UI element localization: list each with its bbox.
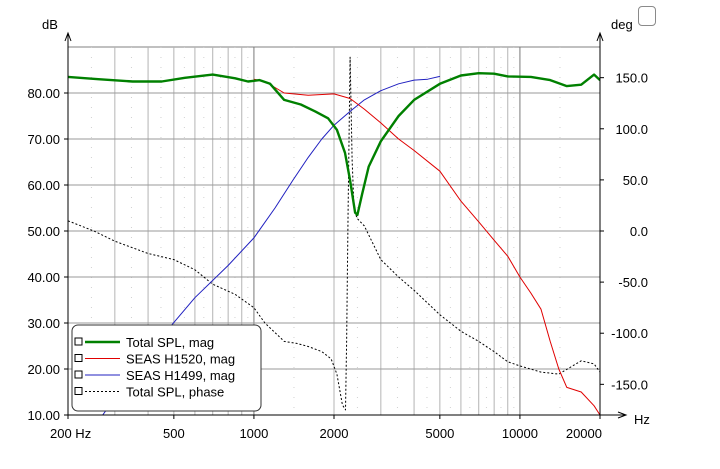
series-line-seas-h1499-mag	[102, 75, 441, 415]
legend-checkbox	[74, 387, 83, 395]
y-left-tick-label: 30.00	[27, 316, 60, 331]
y-left-tick-label: 10.00	[27, 408, 60, 423]
legend-checkbox	[74, 337, 83, 346]
x-axis-unit: Hz	[634, 412, 650, 427]
x-tick-label: 1000	[239, 426, 268, 441]
y-right-tick-label: 50.0	[623, 173, 648, 188]
x-axis-arrow-icon	[617, 411, 628, 419]
y-right-tick-label: -100.0	[611, 326, 648, 341]
x-tick-label: 10000	[502, 426, 538, 441]
x-tick-label: 5000	[425, 426, 454, 441]
y-left-tick-label: 20.00	[27, 362, 60, 377]
right-axis-unit: deg	[611, 17, 633, 32]
y-right-tick-label: -150.0	[611, 377, 648, 392]
settings-box[interactable]	[638, 6, 656, 26]
x-tick-label: 20000	[566, 426, 602, 441]
legend-checkbox	[74, 354, 83, 362]
y-right-tick-label: -50.0	[618, 275, 648, 290]
legend-label: Total SPL, mag	[126, 335, 214, 350]
y-left-tick-label: 40.00	[27, 270, 60, 285]
right-axis-arrow-icon	[596, 31, 604, 42]
series-line-total-spl-mag	[68, 72, 600, 217]
x-tick-label: 500	[163, 426, 185, 441]
axes: dB deg Hz 80.00 70.00 60.00 50.00 40.00 30.00 20.…	[27, 17, 649, 441]
y-left-tick-label: 80.00	[27, 86, 60, 101]
left-axis-unit: dB	[42, 17, 58, 32]
legend-label: SEAS H1520, mag	[126, 352, 235, 367]
x-tick-label: 200 Hz	[50, 426, 91, 441]
legend-checkbox	[74, 370, 83, 379]
y-right-tick-label: 0.0	[630, 224, 648, 239]
legend-box	[71, 324, 262, 412]
y-right-tick-label: 150.0	[615, 71, 648, 86]
x-tick-label: 2000	[320, 426, 349, 441]
y-right-tick-label: 100.0	[615, 122, 648, 137]
series-line-seas-h1520-mag	[253, 78, 600, 415]
legend-label: SEAS H1499, mag	[126, 368, 235, 383]
legend-label: Total SPL, phase	[126, 385, 224, 400]
y-left-tick-label: 60.00	[27, 178, 60, 193]
series-line-total-spl-phase	[68, 56, 600, 411]
y-left-tick-label: 70.00	[27, 132, 60, 147]
y-left-tick-label: 50.00	[27, 224, 60, 239]
left-axis-arrow-icon	[64, 31, 72, 42]
series-layer	[68, 56, 600, 415]
